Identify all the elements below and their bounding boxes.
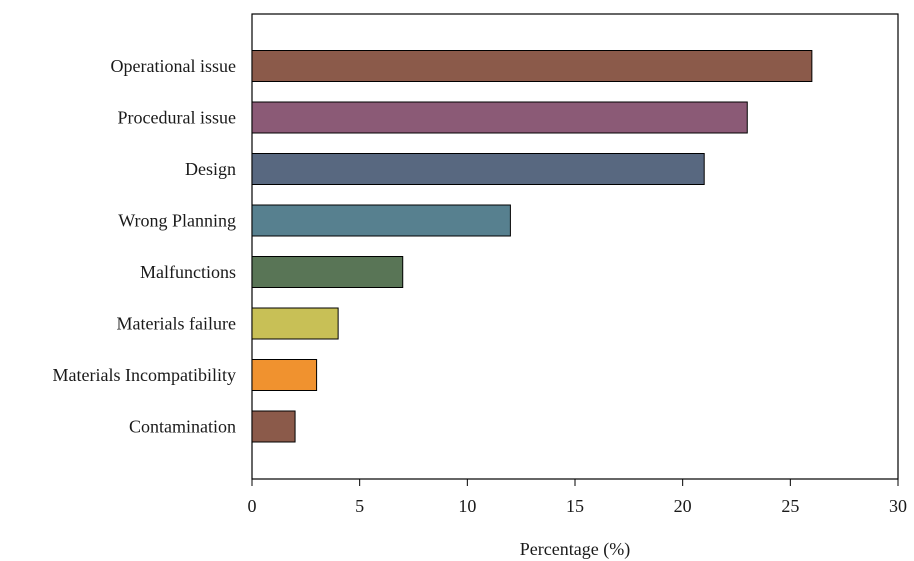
bar-operational-issue [251,50,813,82]
bar-design [251,153,705,185]
x-tick-label: 30 [889,496,907,516]
bar-contamination [251,410,296,443]
x-axis-title: Percentage (%) [520,539,630,560]
x-tick-label: 20 [674,496,692,516]
bars-group [251,50,813,443]
category-label: Procedural issue [118,108,236,128]
bar-materials-incompatibility [251,359,318,391]
x-tick-label: 15 [566,496,584,516]
x-tick-label: 5 [355,496,364,516]
bar-materials-failure [251,307,339,340]
x-axis-ticks: 0 5 10 15 20 25 30 [248,479,907,516]
category-label: Materials failure [117,314,236,334]
category-label: Materials Incompatibility [53,365,236,385]
category-labels: Operational issue Procedural issue Design W… [53,56,236,437]
x-tick-label: 0 [248,496,257,516]
category-label: Operational issue [111,56,236,76]
category-label: Contamination [129,417,236,437]
bar-malfunctions [251,256,404,288]
bar-procedural-issue [251,101,748,134]
plot-area [251,13,899,480]
category-label: Wrong Planning [118,211,236,231]
x-tick-label: 25 [781,496,799,516]
x-tick-label: 10 [458,496,476,516]
category-label: Malfunctions [140,262,236,282]
category-label: Design [185,159,236,179]
bar-wrong-planning [251,204,511,237]
